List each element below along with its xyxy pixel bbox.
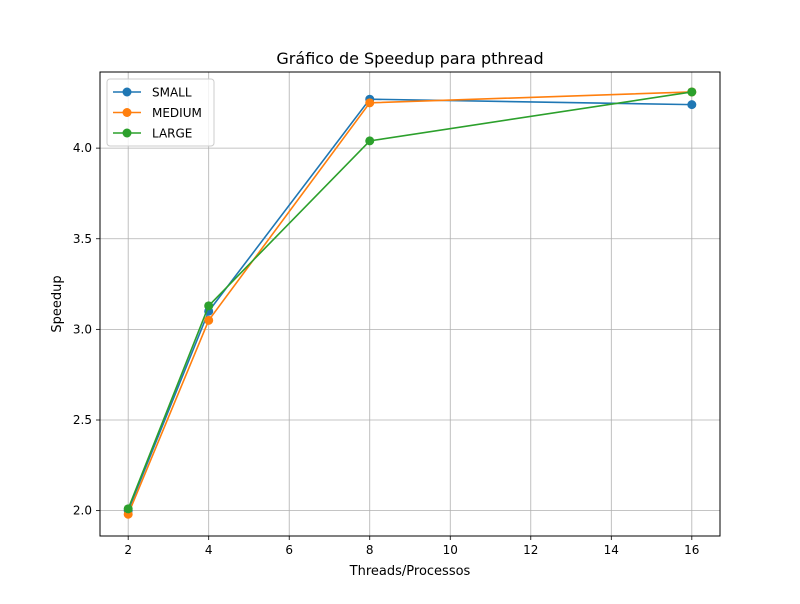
- data-point-large: [687, 87, 697, 97]
- x-tick-label: 8: [366, 543, 374, 557]
- series-lines: [123, 87, 697, 519]
- plot-frame: [99, 71, 721, 537]
- x-tick-label: 14: [604, 543, 619, 557]
- x-tick-label: 12: [523, 543, 538, 557]
- data-point-small: [687, 100, 697, 110]
- x-axis-label: Threads/Processos: [349, 564, 471, 579]
- y-tick-label: 3.5: [73, 232, 92, 246]
- series-line-large: [127, 91, 692, 510]
- data-point-medium: [204, 315, 214, 325]
- axis-ticks: 2 4 6 8 10 12 14 16 2.0 2.5 3.0 3.5 4.0: [73, 141, 700, 557]
- legend-box: [106, 78, 215, 147]
- x-tick-label: 6: [285, 543, 293, 557]
- series-line-medium: [127, 91, 692, 515]
- legend-marker-medium: [122, 108, 132, 117]
- legend-marker-large: [122, 128, 132, 138]
- x-tick-label: 4: [205, 543, 213, 557]
- legend: SMALL MEDIUM LARGE: [106, 78, 215, 147]
- data-point-large: [365, 136, 375, 146]
- y-tick-label: 2.5: [73, 413, 92, 427]
- legend-label-small: SMALL: [152, 86, 192, 100]
- y-axis-label: Speedup: [50, 275, 65, 332]
- x-tick-label: 16: [684, 543, 699, 557]
- y-tick-label: 3.0: [73, 322, 92, 336]
- data-point-medium: [365, 98, 375, 108]
- x-tick-label: 10: [443, 543, 458, 557]
- data-point-large: [204, 301, 214, 311]
- legend-label-large: LARGE: [152, 127, 192, 141]
- legend-label-medium: MEDIUM: [152, 106, 202, 120]
- legend-marker-small: [122, 87, 132, 97]
- y-tick-label: 2.0: [73, 504, 92, 518]
- chart-title: Gráfico de Speedup para pthread: [276, 49, 543, 68]
- series-line-small: [127, 98, 692, 511]
- x-tick-label: 2: [124, 543, 132, 557]
- data-point-large: [123, 504, 133, 514]
- y-tick-label: 4.0: [73, 141, 92, 155]
